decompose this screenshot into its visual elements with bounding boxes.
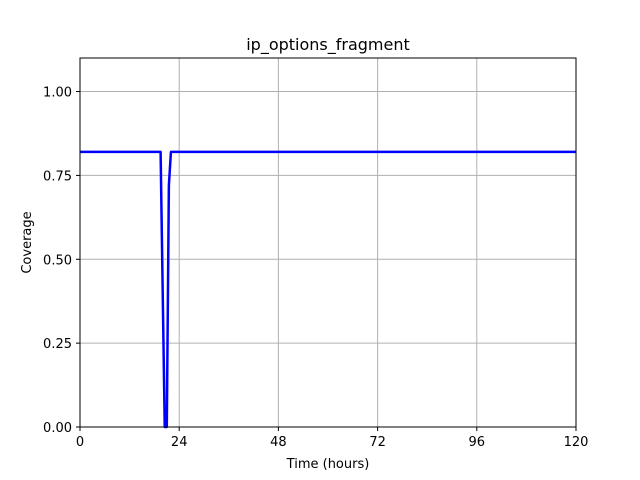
y-tick-label: 0.75: [43, 169, 72, 184]
tick-marks: [76, 91, 577, 431]
coverage-series-line: [80, 150, 576, 429]
y-tick-label: 0.50: [43, 253, 72, 268]
x-tick-label: 72: [369, 435, 386, 450]
x-tick-label: 120: [564, 435, 589, 450]
x-tick-label: 96: [469, 435, 486, 450]
y-axis-label: Coverage: [20, 211, 35, 273]
plot-frame: [79, 57, 577, 428]
y-tick-label: 0.25: [43, 337, 72, 352]
x-tick-label: 0: [76, 435, 84, 450]
x-axis-label: Time (hours): [286, 457, 370, 472]
y-tick-label: 0.00: [43, 421, 72, 436]
grid-lines: [79, 58, 577, 428]
x-tick-label: 48: [270, 435, 287, 450]
chart-title: ip_options_fragment: [246, 35, 410, 55]
series-layer: [80, 150, 576, 429]
y-tick-label: 1.00: [43, 86, 72, 101]
x-tick-label: 24: [171, 435, 188, 450]
